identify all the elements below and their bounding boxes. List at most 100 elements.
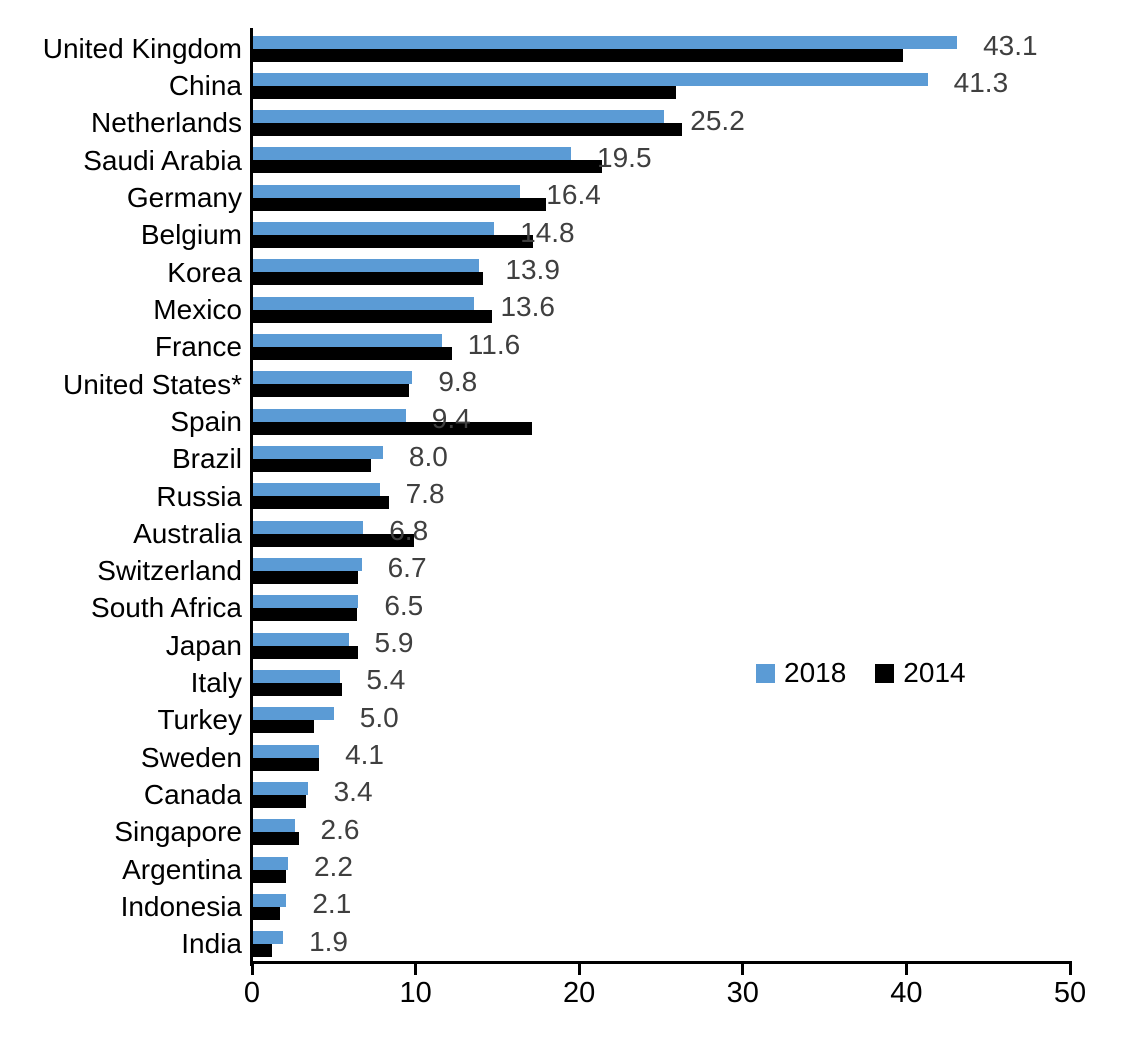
- bar-2014-turkey: [252, 720, 315, 734]
- x-axis-tick-label-10: 10: [399, 977, 432, 1009]
- bar-2018-saudi-arabia: [252, 147, 572, 161]
- bar-2018-russia: [252, 483, 380, 497]
- category-label-netherlands: Netherlands: [91, 107, 242, 139]
- category-axis-labels: United Kingdom China Netherlands Saudi Arab…: [0, 30, 242, 963]
- legend-label-2018: 2018: [784, 657, 847, 688]
- bar-2014-china: [252, 85, 676, 99]
- x-axis-tick-30: [741, 964, 745, 975]
- category-label-indonesia: Indonesia: [120, 891, 242, 923]
- x-axis-tick-label-40: 40: [890, 977, 923, 1009]
- bar-2018-turkey: [252, 707, 334, 721]
- bar-2018-germany: [252, 184, 521, 198]
- bar-2018-spain: [252, 408, 406, 422]
- bar-2018-mexico: [252, 296, 475, 310]
- bar-2014-argentina: [252, 869, 287, 883]
- value-label-germany: 16.4: [546, 179, 601, 211]
- bar-2014-italy: [252, 682, 342, 696]
- category-label-singapore: Singapore: [114, 816, 242, 848]
- value-label-japan: 5.9: [374, 627, 414, 659]
- value-label-brazil: 8.0: [408, 440, 448, 472]
- category-label-china: China: [168, 69, 242, 101]
- value-label-saudi-arabia: 19.5: [597, 141, 652, 173]
- x-axis-tick-50: [1068, 964, 1072, 975]
- plot-area: 43.1 41.3 25.2 19.5 16.4 14.8 13.9 13.6 11.6 9.8 9…: [252, 30, 1070, 963]
- category-label-south-africa: South Africa: [91, 592, 242, 624]
- bar-2014-singapore: [252, 832, 300, 846]
- value-label-south-africa: 6.5: [384, 589, 424, 621]
- bar-2014-sweden: [252, 757, 320, 771]
- bar-2014-spain: [252, 421, 532, 435]
- bar-2014-brazil: [252, 459, 372, 473]
- value-label-sweden: 4.1: [345, 739, 384, 771]
- bar-2014-australia: [252, 533, 414, 547]
- value-label-france: 11.6: [467, 328, 521, 360]
- category-label-japan: Japan: [165, 629, 242, 661]
- bar-2014-united-kingdom: [252, 48, 904, 62]
- bar-2018-france: [252, 334, 442, 348]
- y-axis-line: [250, 28, 253, 966]
- value-label-singapore: 2.6: [320, 813, 360, 845]
- bar-2018-india: [252, 931, 284, 945]
- category-label-italy: Italy: [190, 667, 242, 699]
- legend-swatch-2018: [756, 663, 775, 683]
- x-axis-tick-40: [904, 964, 908, 975]
- bar-2018-belgium: [252, 222, 495, 236]
- bar-2018-brazil: [252, 446, 383, 460]
- value-label-indonesia: 2.1: [312, 888, 352, 920]
- value-label-belgium: 14.8: [520, 216, 575, 248]
- category-label-united-states: United States*: [63, 368, 242, 400]
- category-label-korea: Korea: [167, 256, 242, 288]
- bar-2014-germany: [252, 197, 547, 211]
- bar-2018-united-kingdom: [252, 35, 958, 49]
- value-label-mexico: 13.6: [500, 291, 555, 323]
- bar-2018-japan: [252, 632, 349, 646]
- category-label-sweden: Sweden: [140, 741, 242, 773]
- bar-2014-switzerland: [252, 570, 359, 584]
- bar-2018-sweden: [252, 744, 320, 758]
- bar-2014-netherlands: [252, 123, 683, 137]
- bar-2014-mexico: [252, 309, 493, 323]
- bar-2018-italy: [252, 669, 341, 683]
- value-label-turkey: 5.0: [359, 701, 399, 733]
- value-label-switzerland: 6.7: [387, 552, 427, 584]
- value-label-united-states: 9.8: [438, 365, 478, 397]
- bar-2014-france: [252, 347, 452, 361]
- legend-label-2014: 2014: [903, 657, 966, 688]
- x-axis-tick-label-30: 30: [726, 977, 759, 1009]
- value-label-korea: 13.9: [505, 253, 560, 285]
- category-label-germany: Germany: [126, 181, 242, 213]
- bar-2018-singapore: [252, 819, 295, 833]
- x-axis-tick-label-50: 50: [1053, 977, 1087, 1009]
- category-label-russia: Russia: [156, 480, 242, 512]
- bar-2018-netherlands: [252, 110, 665, 124]
- category-label-saudi-arabia: Saudi Arabia: [83, 144, 242, 176]
- category-label-argentina: Argentina: [122, 853, 242, 885]
- value-label-spain: 9.4: [431, 403, 471, 435]
- x-axis-tick-20: [577, 964, 581, 975]
- value-label-united-kingdom: 43.1: [983, 30, 1038, 61]
- category-label-united-kingdom: United Kingdom: [42, 32, 242, 64]
- category-label-australia: Australia: [133, 517, 242, 549]
- value-label-italy: 5.4: [366, 664, 406, 696]
- category-label-spain: Spain: [170, 405, 242, 437]
- value-label-china: 41.3: [953, 67, 1009, 99]
- category-label-belgium: Belgium: [140, 219, 242, 251]
- category-label-switzerland: Switzerland: [97, 555, 242, 587]
- bar-2014-canada: [252, 794, 306, 808]
- value-label-netherlands: 25.2: [690, 104, 745, 136]
- x-axis-tick-0: [250, 964, 254, 975]
- category-label-india: India: [181, 928, 242, 960]
- x-axis-tick-label-0: 0: [243, 977, 261, 1009]
- legend-swatch-2014: [875, 663, 895, 683]
- bar-2014-saudi-arabia: [252, 160, 603, 174]
- bar-2014-indonesia: [252, 906, 280, 920]
- category-label-turkey: Turkey: [157, 704, 242, 736]
- bar-2018-china: [252, 72, 928, 86]
- x-axis-tick-10: [414, 964, 418, 975]
- bar-2014-united-states: [252, 384, 410, 398]
- bar-2014-india: [252, 944, 272, 958]
- bar-2014-korea: [252, 272, 483, 286]
- value-label-india: 1.9: [309, 925, 349, 957]
- bar-2014-russia: [252, 496, 390, 510]
